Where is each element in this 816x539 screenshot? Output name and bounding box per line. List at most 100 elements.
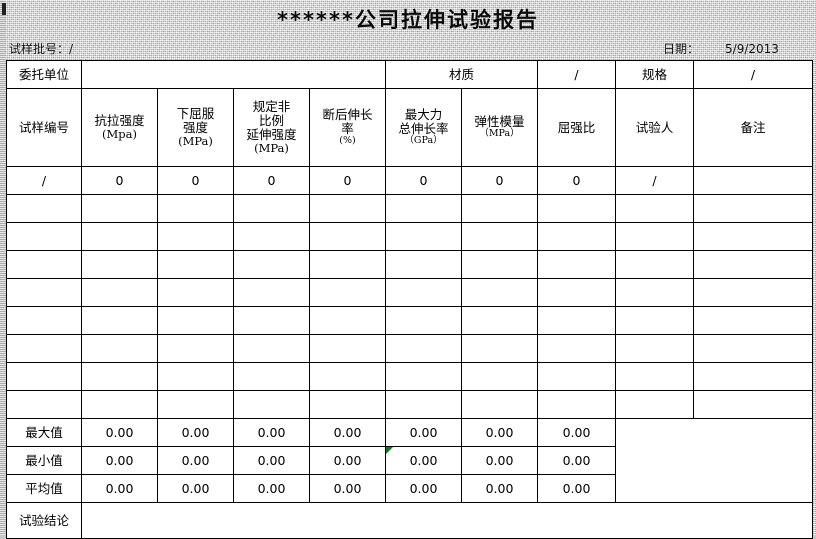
cell-max-force-elong[interactable] — [385, 222, 462, 251]
cell-lower-yield[interactable]: 0 — [157, 166, 234, 195]
cell-elastic-modulus[interactable] — [460, 222, 539, 251]
cell-elastic-modulus[interactable] — [460, 390, 539, 419]
cell-remarks[interactable] — [693, 362, 814, 391]
cell-yield-ratio[interactable] — [537, 334, 617, 363]
summary-max-yield-ratio[interactable]: 0.00 — [537, 418, 617, 447]
cell-tester[interactable]: / — [615, 166, 695, 195]
cell-elastic-modulus[interactable]: 0 — [460, 166, 539, 195]
summary-min-elongation[interactable]: 0.00 — [309, 446, 386, 475]
cell-tensile-strength[interactable] — [81, 362, 158, 391]
cell-tensile-strength[interactable] — [81, 334, 158, 363]
summary-max-tensile-strength[interactable]: 0.00 — [81, 418, 158, 447]
spec-value-cell[interactable]: / — [693, 60, 814, 89]
cell-max-force-elong[interactable] — [385, 334, 462, 363]
cell-tester[interactable] — [615, 278, 695, 307]
cell-elongation[interactable] — [309, 306, 386, 335]
cell-sample-no[interactable] — [6, 194, 82, 223]
cell-max-force-elong[interactable] — [385, 278, 462, 307]
cell-remarks[interactable] — [693, 306, 814, 335]
cell-yield-ratio[interactable] — [537, 222, 617, 251]
cell-tester[interactable] — [615, 306, 695, 335]
cell-sample-no[interactable] — [6, 362, 82, 391]
cell-yield-ratio[interactable] — [537, 194, 617, 223]
cell-tester[interactable] — [615, 222, 695, 251]
cell-proof-strength[interactable] — [233, 334, 310, 363]
cell-tensile-strength[interactable] — [81, 222, 158, 251]
cell-elongation[interactable] — [309, 390, 386, 419]
cell-tensile-strength[interactable] — [81, 194, 158, 223]
cell-elongation[interactable] — [309, 194, 386, 223]
cell-elastic-modulus[interactable] — [460, 306, 539, 335]
conclusion-value[interactable] — [80, 502, 814, 539]
summary-max-max-force-elong[interactable]: 0.00 — [385, 418, 462, 447]
summary-min-lower-yield[interactable]: 0.00 — [157, 446, 234, 475]
cell-elastic-modulus[interactable] — [460, 278, 539, 307]
cell-lower-yield[interactable] — [157, 222, 234, 251]
cell-remarks[interactable] — [693, 194, 814, 223]
cell-lower-yield[interactable] — [157, 250, 234, 279]
cell-sample-no[interactable] — [6, 306, 82, 335]
cell-elongation[interactable] — [309, 250, 386, 279]
cell-tester[interactable] — [615, 250, 695, 279]
summary-min-yield-ratio[interactable]: 0.00 — [537, 446, 617, 475]
cell-lower-yield[interactable] — [157, 194, 234, 223]
summary-avg-yield-ratio[interactable]: 0.00 — [537, 474, 617, 503]
cell-tester[interactable] — [615, 334, 695, 363]
cell-remarks[interactable] — [693, 250, 814, 279]
cell-sample-no[interactable] — [6, 250, 82, 279]
summary-avg-tensile-strength[interactable]: 0.00 — [81, 474, 158, 503]
summary-avg-elastic-modulus[interactable]: 0.00 — [460, 474, 539, 503]
cell-lower-yield[interactable] — [157, 306, 234, 335]
summary-avg-elongation[interactable]: 0.00 — [309, 474, 386, 503]
summary-min-tensile-strength[interactable]: 0.00 — [81, 446, 158, 475]
cell-max-force-elong[interactable] — [385, 194, 462, 223]
summary-min-elastic-modulus[interactable]: 0.00 — [460, 446, 539, 475]
cell-yield-ratio[interactable] — [537, 306, 617, 335]
summary-max-elastic-modulus[interactable]: 0.00 — [460, 418, 539, 447]
cell-proof-strength[interactable] — [233, 194, 310, 223]
cell-yield-ratio[interactable] — [537, 390, 617, 419]
cell-yield-ratio[interactable] — [537, 362, 617, 391]
cell-proof-strength[interactable] — [233, 362, 310, 391]
cell-max-force-elong[interactable] — [385, 390, 462, 419]
cell-tester[interactable] — [615, 390, 695, 419]
cell-yield-ratio[interactable] — [537, 278, 617, 307]
cell-sample-no[interactable] — [6, 390, 82, 419]
cell-sample-no[interactable] — [6, 278, 82, 307]
cell-lower-yield[interactable] — [157, 334, 234, 363]
cell-proof-strength[interactable] — [233, 222, 310, 251]
cell-tensile-strength[interactable] — [81, 250, 158, 279]
cell-yield-ratio[interactable] — [537, 250, 617, 279]
cell-remarks[interactable] — [693, 390, 814, 419]
cell-remarks[interactable] — [693, 278, 814, 307]
cell-elastic-modulus[interactable] — [460, 334, 539, 363]
summary-avg-lower-yield[interactable]: 0.00 — [157, 474, 234, 503]
cell-elastic-modulus[interactable] — [460, 362, 539, 391]
summary-max-lower-yield[interactable]: 0.00 — [157, 418, 234, 447]
material-value-cell[interactable]: / — [537, 60, 617, 89]
cell-elongation[interactable]: 0 — [309, 166, 386, 195]
cell-sample-no[interactable]: / — [6, 166, 82, 195]
cell-tensile-strength[interactable]: 0 — [81, 166, 158, 195]
cell-remarks[interactable] — [693, 222, 814, 251]
cell-elastic-modulus[interactable] — [460, 194, 539, 223]
summary-avg-proof-strength[interactable]: 0.00 — [233, 474, 310, 503]
cell-tensile-strength[interactable] — [81, 278, 158, 307]
cell-sample-no[interactable] — [6, 334, 82, 363]
cell-sample-no[interactable] — [6, 222, 82, 251]
summary-avg-max-force-elong[interactable]: 0.00 — [385, 474, 462, 503]
cell-max-force-elong[interactable] — [385, 362, 462, 391]
cell-elongation[interactable] — [309, 362, 386, 391]
cell-tensile-strength[interactable] — [81, 306, 158, 335]
cell-remarks[interactable] — [693, 334, 814, 363]
cell-proof-strength[interactable] — [233, 250, 310, 279]
cell-tester[interactable] — [615, 194, 695, 223]
cell-elongation[interactable] — [309, 222, 386, 251]
cell-elongation[interactable] — [309, 278, 386, 307]
cell-proof-strength[interactable] — [233, 390, 310, 419]
client-value-cell[interactable] — [81, 60, 386, 89]
cell-lower-yield[interactable] — [157, 278, 234, 307]
cell-elongation[interactable] — [309, 334, 386, 363]
summary-min-proof-strength[interactable]: 0.00 — [233, 446, 310, 475]
cell-remarks[interactable] — [693, 166, 814, 195]
